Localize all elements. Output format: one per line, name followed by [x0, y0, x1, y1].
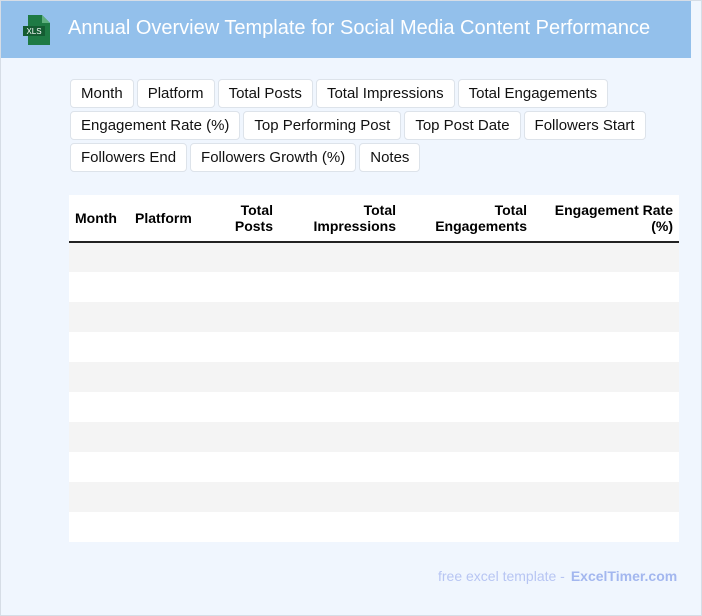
table-cell[interactable]	[129, 242, 199, 272]
table-cell[interactable]	[402, 452, 533, 482]
table-cell[interactable]	[199, 362, 279, 392]
table-cell[interactable]	[199, 422, 279, 452]
table-cell[interactable]	[533, 242, 679, 272]
table-cell[interactable]	[69, 482, 129, 512]
table-cell[interactable]	[69, 362, 129, 392]
table-cell[interactable]	[533, 482, 679, 512]
column-tag[interactable]: Notes	[359, 143, 421, 172]
column-tag[interactable]: Followers Start	[523, 111, 646, 140]
table-cell[interactable]	[199, 512, 279, 542]
table-cell[interactable]	[69, 452, 129, 482]
table-cell[interactable]	[279, 392, 402, 422]
table-cell[interactable]	[69, 512, 129, 542]
table-cell[interactable]	[129, 512, 199, 542]
table-cell[interactable]	[69, 272, 129, 302]
table-cell[interactable]	[199, 332, 279, 362]
table-cell[interactable]	[402, 512, 533, 542]
column-tag[interactable]: Top Post Date	[404, 111, 521, 140]
table-cell[interactable]	[129, 482, 199, 512]
column-header: Total Engagements	[402, 195, 533, 243]
table-row	[69, 482, 679, 512]
table-cell[interactable]	[129, 272, 199, 302]
table-cell[interactable]	[69, 302, 129, 332]
table-cell[interactable]	[129, 332, 199, 362]
table-cell[interactable]	[533, 272, 679, 302]
column-tag[interactable]: Followers Growth (%)	[190, 143, 357, 172]
column-tag[interactable]: Platform	[136, 79, 215, 108]
table-cell[interactable]	[69, 242, 129, 272]
column-header: Engagement Rate (%)	[533, 195, 679, 243]
header: XLS Annual Overview Template for Social …	[1, 1, 691, 58]
table-cell[interactable]	[402, 422, 533, 452]
table-cell[interactable]	[199, 392, 279, 422]
table-cell[interactable]	[199, 482, 279, 512]
table-cell[interactable]	[279, 302, 402, 332]
table-cell[interactable]	[199, 452, 279, 482]
footer-text: free excel template -	[438, 568, 565, 584]
column-tag[interactable]: Top Performing Post	[243, 111, 402, 140]
table-cell[interactable]	[533, 332, 679, 362]
table-cell[interactable]	[279, 362, 402, 392]
table-row	[69, 512, 679, 542]
table-cell[interactable]	[402, 302, 533, 332]
column-tag[interactable]: Month	[70, 79, 134, 108]
column-tag[interactable]: Total Impressions	[315, 79, 455, 108]
table-cell[interactable]	[402, 482, 533, 512]
table-cell[interactable]	[279, 452, 402, 482]
table-cell[interactable]	[402, 272, 533, 302]
table-cell[interactable]	[533, 422, 679, 452]
svg-text:XLS: XLS	[26, 27, 41, 36]
column-tag[interactable]: Total Engagements	[457, 79, 609, 108]
table-cell[interactable]	[129, 362, 199, 392]
table-row	[69, 362, 679, 392]
table-cell[interactable]	[533, 512, 679, 542]
column-tags: Month Platform Total Posts Total Impression…	[70, 79, 650, 172]
table-row	[69, 332, 679, 362]
table-row	[69, 392, 679, 422]
table-cell[interactable]	[402, 362, 533, 392]
table-cell[interactable]	[129, 392, 199, 422]
column-header: Total Impressions	[279, 195, 402, 243]
column-header: Month	[69, 195, 129, 243]
column-header: Total Posts	[199, 195, 279, 243]
table-cell[interactable]	[199, 272, 279, 302]
table-cell[interactable]	[279, 422, 402, 452]
table-cell[interactable]	[279, 272, 402, 302]
column-tag[interactable]: Total Posts	[217, 79, 313, 108]
table-cell[interactable]	[129, 422, 199, 452]
table-row	[69, 272, 679, 302]
table-cell[interactable]	[129, 452, 199, 482]
footer: free excel template - ExcelTimer.com	[438, 568, 677, 584]
table-cell[interactable]	[533, 302, 679, 332]
table-cell[interactable]	[402, 332, 533, 362]
table-row	[69, 242, 679, 272]
table-cell[interactable]	[69, 422, 129, 452]
column-tag[interactable]: Followers End	[70, 143, 188, 172]
table-cell[interactable]	[402, 392, 533, 422]
table-cell[interactable]	[69, 332, 129, 362]
data-table: Month Platform Total Posts Total Impression…	[69, 195, 679, 542]
table-row	[69, 422, 679, 452]
table-cell[interactable]	[533, 362, 679, 392]
table-cell[interactable]	[533, 452, 679, 482]
table-cell[interactable]	[279, 512, 402, 542]
column-header: Platform	[129, 195, 199, 243]
table-cell[interactable]	[279, 242, 402, 272]
table-cell[interactable]	[199, 302, 279, 332]
table-cell[interactable]	[69, 392, 129, 422]
column-tag[interactable]: Engagement Rate (%)	[70, 111, 241, 140]
table-cell[interactable]	[129, 302, 199, 332]
footer-brand-link[interactable]: ExcelTimer.com	[570, 568, 678, 584]
table-cell[interactable]	[279, 482, 402, 512]
excel-file-icon: XLS	[23, 15, 50, 45]
table-row	[69, 452, 679, 482]
table-cell[interactable]	[279, 332, 402, 362]
table-cell[interactable]	[533, 392, 679, 422]
page-title: Annual Overview Template for Social Medi…	[68, 17, 651, 39]
table-row	[69, 302, 679, 332]
table-cell[interactable]	[199, 242, 279, 272]
table-cell[interactable]	[402, 242, 533, 272]
